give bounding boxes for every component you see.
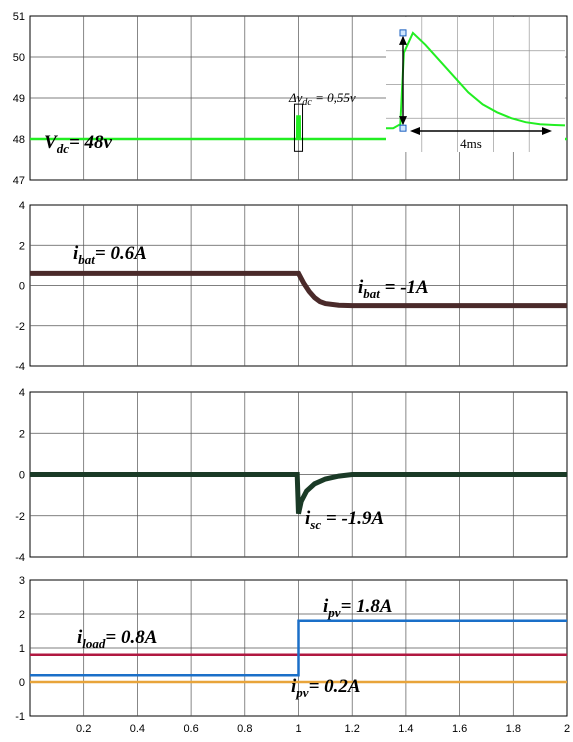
ibat-initial-annotation: ibat= 0.6A — [73, 243, 147, 267]
iload-annotation: iload= 0.8A — [77, 627, 157, 651]
y-tick-label: 0 — [19, 470, 25, 482]
delta-vdc-annotation: Δvdc = 0,55v — [288, 90, 356, 108]
x-tick-label: 1.2 — [345, 723, 360, 735]
ibat-final-annotation: ibat = -1A — [358, 277, 429, 301]
spike-highlight-box — [293, 103, 304, 152]
y-tick-label: -1 — [15, 711, 25, 723]
panel-vdc: 47 48 49 50 51 4ms — [13, 11, 568, 187]
inset-marker — [399, 124, 407, 132]
series-line — [30, 270, 567, 309]
y-tick-label: 4 — [19, 387, 25, 399]
y-tick-label: 49 — [13, 93, 25, 105]
y-tick-label: 48 — [13, 134, 25, 146]
x-tick-label: 0.2 — [76, 723, 91, 735]
y-tick-label: -2 — [15, 321, 25, 333]
y-tick-label: 0 — [19, 281, 25, 293]
inset-arrowhead — [399, 116, 407, 126]
y-tick-label: 2 — [19, 609, 25, 621]
vdc-annotation: Vdc= 48v — [44, 132, 113, 156]
y-tick-label: 50 — [13, 52, 25, 64]
y-tick-label: 3 — [19, 575, 25, 587]
ipv-high-annotation: ipv= 1.8A — [323, 596, 393, 620]
x-tick-label: 0.6 — [183, 723, 198, 735]
y-tick-label: 47 — [13, 175, 25, 187]
panel-ibat: -4 -2 0 2 4 — [15, 200, 568, 373]
panel-isc: -4 -2 0 2 4 — [15, 387, 568, 564]
y-tick-label: -4 — [15, 361, 25, 373]
x-tick-label: 2 — [564, 723, 570, 735]
y-tick-label: 1 — [19, 643, 25, 655]
x-tick-label: 1.4 — [398, 723, 413, 735]
x-tick-label: 0.8 — [237, 723, 252, 735]
x-tick-label: 1.8 — [506, 723, 521, 735]
y-tick-label: 2 — [19, 428, 25, 440]
inset-duration-label: 4ms — [460, 136, 482, 151]
x-tick-label: 1.6 — [452, 723, 467, 735]
y-tick-label: 4 — [19, 200, 25, 212]
y-tick-label: 0 — [19, 677, 25, 689]
panel-ipv-iload: -1 0 1 2 3 0.2 0.4 0.6 0.8 1 1.2 1.4 1.6 1.8 2 — [15, 575, 570, 735]
y-tick-label: -4 — [15, 552, 25, 564]
y-tick-label: -2 — [15, 511, 25, 523]
series-line — [30, 619, 567, 677]
inset-series-line — [386, 31, 566, 130]
x-tick-label: 1 — [295, 723, 301, 735]
inset-arrowhead — [542, 127, 552, 135]
y-tick-label: 51 — [13, 11, 25, 23]
y-tick-label: 2 — [19, 240, 25, 252]
isc-annotation: isc = -1.9A — [305, 508, 384, 532]
ipv-low-annotation: ipv= 0.2A — [291, 676, 361, 700]
inset-arrowhead — [399, 35, 407, 45]
series-line — [30, 472, 567, 515]
x-tick-label: 0.4 — [130, 723, 145, 735]
inset-marker — [399, 29, 407, 37]
inset-arrowhead — [410, 127, 420, 135]
